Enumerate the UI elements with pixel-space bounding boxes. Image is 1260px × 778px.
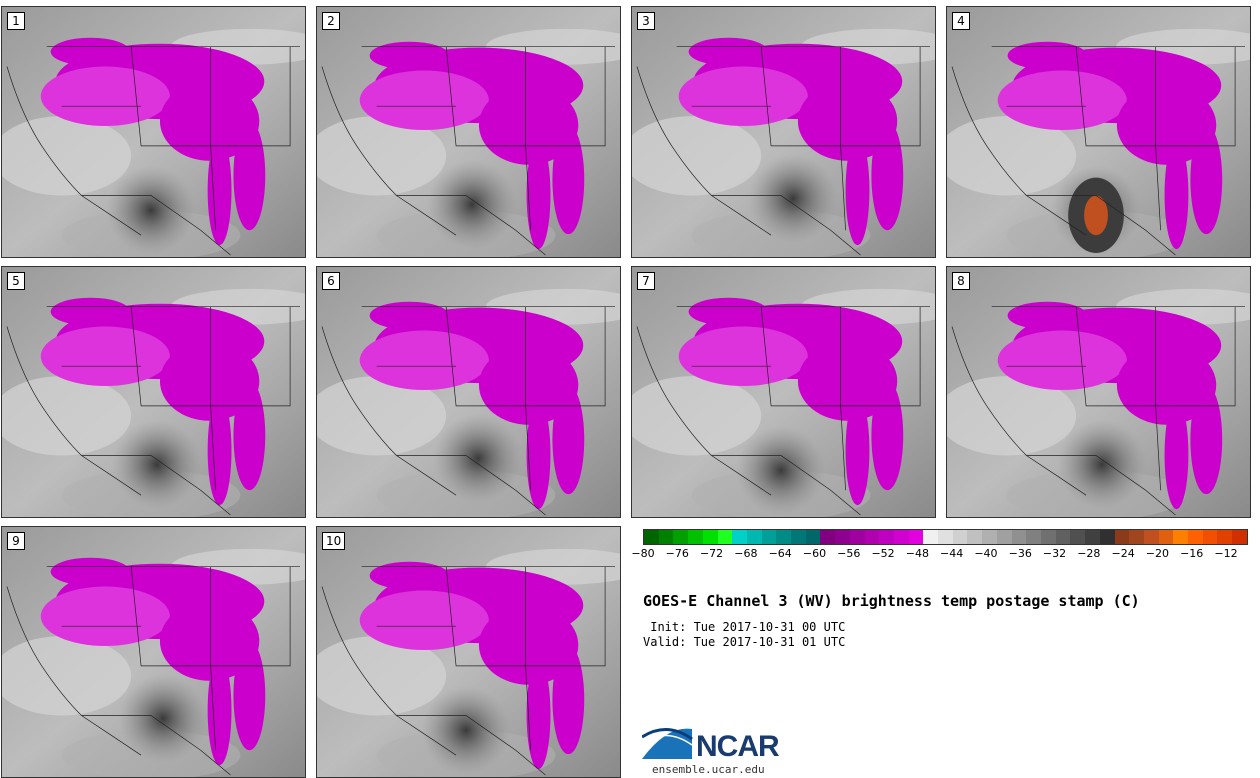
colorbar-tick-label: −40 [974, 547, 998, 560]
colorbar-tick-label: −72 [699, 547, 724, 560]
member-label: 8 [952, 272, 970, 290]
colorbar-tick-label: −20 [1145, 547, 1170, 560]
member-label: 5 [7, 272, 25, 290]
colorbar-tick-label: −68 [734, 547, 758, 560]
colorbar-segment [702, 530, 718, 544]
colorbar-segment [673, 530, 689, 544]
satellite-map [947, 267, 1250, 517]
colorbar-segment [1114, 530, 1130, 544]
colorbar-segment [967, 530, 983, 544]
colorbar-segment [776, 530, 792, 544]
member-label: 4 [952, 12, 970, 30]
colorbar-segment [1158, 530, 1174, 544]
colorbar-tick-label: −36 [1008, 547, 1032, 560]
satellite-map [317, 7, 620, 257]
colorbar-tick-label: −24 [1111, 547, 1135, 560]
member-panel: 3 [631, 6, 936, 258]
satellite-map [632, 267, 935, 517]
member-panel: 2 [316, 6, 621, 258]
colorbar-segment [1188, 530, 1203, 544]
colorbar-segment [1040, 530, 1056, 544]
colorbar-segment [1173, 530, 1189, 544]
member-panel: 5 [1, 266, 306, 518]
member-label: 9 [7, 532, 25, 550]
colorbar-segment [805, 530, 821, 544]
colorbar-segment [1129, 530, 1144, 544]
member-label: 1 [7, 12, 25, 30]
colorbar-segment [879, 530, 894, 544]
colorbar-segment [761, 530, 777, 544]
colorbar-tick-label: −52 [871, 547, 895, 560]
colorbar-segment [864, 530, 880, 544]
satellite-map [2, 267, 305, 517]
member-panel: 1 [1, 6, 306, 258]
colorbar-segment [746, 530, 762, 544]
colorbar-ticks: −80 −76 −72 −68 −64 −60 −56 −52 −48 −44 −40 −36 −32−… [631, 547, 1248, 563]
colorbar-segment [996, 530, 1012, 544]
member-label: 6 [322, 272, 340, 290]
member-panel: 7 [631, 266, 936, 518]
colorbar-tick-label: −80 [631, 547, 655, 560]
colorbar-segment [1070, 530, 1086, 544]
colorbar-segment [1085, 530, 1100, 544]
colorbar-segment [1202, 530, 1218, 544]
colorbar-tick-label: −44 [940, 547, 964, 560]
colorbar-segment [658, 530, 674, 544]
member-label: 3 [637, 12, 655, 30]
logo-url: ensemble.ucar.edu [652, 763, 765, 776]
member-panel: 9 [1, 526, 306, 778]
colorbar-tick-label: −76 [665, 547, 689, 560]
colorbar-segment [908, 530, 924, 544]
member-panel: 10 [316, 526, 621, 778]
colorbar-segment [1055, 530, 1071, 544]
colorbar-segment [1217, 530, 1233, 544]
colorbar-tick-label: −28 [1077, 547, 1101, 560]
member-label: 10 [322, 532, 346, 550]
colorbar-segment [688, 530, 703, 544]
member-panel: 6 [316, 266, 621, 518]
colorbar-segment [923, 530, 939, 544]
colorbar-tick-label: −12 [1214, 547, 1238, 560]
colorbar-segment [982, 530, 997, 544]
colorbar [643, 529, 1248, 545]
member-label: 2 [322, 12, 340, 30]
satellite-map [2, 7, 305, 257]
satellite-map [632, 7, 935, 257]
member-label: 7 [637, 272, 655, 290]
colorbar-segment [1232, 530, 1247, 544]
colorbar-segment [835, 530, 850, 544]
colorbar-tick-label: −32 [1042, 547, 1067, 560]
colorbar-segment [1026, 530, 1041, 544]
colorbar-segment [820, 530, 836, 544]
member-panel: 8 [946, 266, 1251, 518]
satellite-map [317, 527, 620, 777]
colorbar-segment [732, 530, 747, 544]
colorbar-segment [1011, 530, 1027, 544]
valid-time: Valid: Tue 2017-10-31 01 UTC [643, 635, 846, 649]
colorbar-segment [952, 530, 968, 544]
colorbar-segment [791, 530, 806, 544]
init-time: Init: Tue 2017-10-31 00 UTC [643, 620, 846, 634]
colorbar-segment [717, 530, 733, 544]
member-panel: 4 [946, 6, 1251, 258]
colorbar-segment [893, 530, 909, 544]
colorbar-segment [1143, 530, 1159, 544]
satellite-map [317, 267, 620, 517]
colorbar-tick-label: −16 [1180, 547, 1204, 560]
colorbar-segment [1099, 530, 1115, 544]
page-title: GOES-E Channel 3 (WV) brightness temp po… [643, 592, 1140, 610]
colorbar-segment [938, 530, 953, 544]
colorbar-tick-label: −64 [768, 547, 792, 560]
ncar-logo-icon [642, 728, 693, 759]
colorbar-tick-label: −48 [905, 547, 929, 560]
colorbar-segment [644, 530, 659, 544]
satellite-map [947, 7, 1250, 257]
colorbar-tick-label: −56 [837, 547, 861, 560]
colorbar-tick-label: −60 [802, 547, 827, 560]
colorbar-segment [849, 530, 865, 544]
satellite-map [2, 527, 305, 777]
logo-text: NCAR [696, 730, 780, 763]
